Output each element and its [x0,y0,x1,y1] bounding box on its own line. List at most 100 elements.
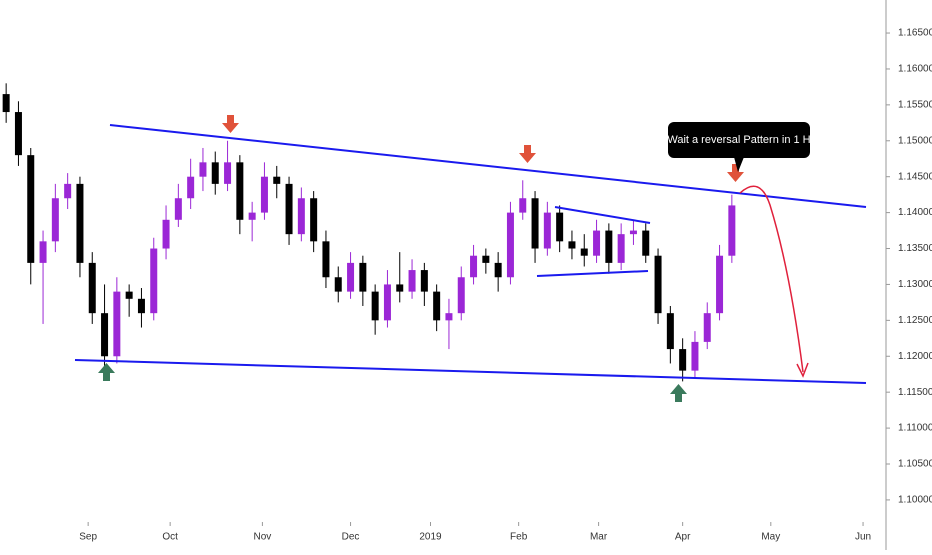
arrows [98,115,744,402]
down-arrow [222,115,239,133]
candle-body [494,262,502,278]
y-tick-label: 1.11500 [898,387,932,398]
down-arrow [519,145,536,163]
candle-body [236,162,244,220]
candle-body [334,277,342,292]
y-tick-label: 1.14000 [898,207,932,218]
up-arrow [670,384,687,402]
candles [2,83,736,382]
candle-body [101,313,109,357]
candle-body [297,198,305,235]
candle-body [580,248,588,256]
candle-body [150,248,158,314]
candle-body [322,241,330,278]
candle-body [543,212,551,249]
candle-body [27,155,35,263]
candle-body [125,291,133,299]
up-arrow [98,363,115,381]
candle-body [39,241,47,263]
candle-body [519,198,527,213]
y-tick-label: 1.10000 [898,495,932,506]
candle-body [174,198,182,220]
candle-body [716,255,724,314]
candle-body [137,298,145,314]
callout-box [668,122,810,158]
candle-body [224,162,232,184]
triangle-line [536,270,649,277]
candle-body [88,262,96,314]
candle-body [396,284,404,292]
candle-body [445,313,453,321]
y-tick-label: 1.11000 [898,423,932,434]
x-tick-label: 2019 [419,532,442,543]
x-tick-label: Mar [590,532,608,543]
triangle-line [554,206,651,224]
x-tick-label: Jun [855,532,871,543]
candle-body [285,183,293,235]
candle-body [605,230,613,263]
candle-body [211,162,219,184]
candle-body [359,262,367,292]
x-tick-label: Oct [162,532,178,543]
x-tick-label: Sep [79,532,97,543]
callout-text: Wait a reversal Pattern in 1 H [667,134,810,146]
y-tick-label: 1.16000 [898,64,932,75]
candle-body [113,291,121,357]
y-tick-label: 1.12000 [898,351,932,362]
candle-body [642,230,650,256]
candle-body [654,255,662,314]
candle-body [531,198,539,249]
y-tick-label: 1.13000 [898,279,932,290]
candle-body [162,219,170,249]
y-tick-label: 1.15500 [898,100,932,111]
candle-body [248,212,256,220]
candle-body [51,198,59,242]
candle-body [568,241,576,249]
candle-body [273,176,281,184]
candle-body [408,270,416,292]
callout: Wait a reversal Pattern in 1 H [667,122,811,172]
drawings [74,124,867,384]
trend-line [109,124,867,208]
candle-body [679,349,687,371]
candle-body [470,255,478,278]
x-tick-label: Apr [675,532,691,543]
candle-body [666,313,674,350]
candle-body [199,162,207,177]
callout-pointer [734,157,744,172]
y-tick-label: 1.15000 [898,135,932,146]
y-tick-label: 1.10500 [898,459,932,470]
candle-body [593,230,601,256]
candle-body [383,284,391,321]
x-tick-label: Feb [510,532,528,543]
candle-body [703,313,711,342]
x-tick-label: May [761,532,780,543]
x-tick-label: Dec [342,532,360,543]
y-tick-label: 1.14500 [898,171,932,182]
candle-body [728,205,736,256]
candle-body [14,112,22,156]
candle-body [617,234,625,263]
candle-body [420,270,428,292]
y-tick-label: 1.13500 [898,243,932,254]
down-arrow [727,164,744,182]
candle-body [187,176,195,199]
candle-body [482,255,490,263]
trend-line [74,359,867,384]
candle-body [433,291,441,321]
candle-body [76,183,84,263]
projection-arrowhead [796,362,809,378]
candle-body [691,341,699,371]
candle-body [506,212,514,278]
candle-body [64,183,72,199]
candle-body [556,212,564,242]
candle-body [260,176,268,213]
y-tick-label: 1.12500 [898,315,932,326]
candle-body [457,277,465,314]
candle-body [347,262,355,292]
candle-body [629,230,637,235]
y-tick-label: 1.16500 [898,28,932,39]
x-tick-label: Nov [254,532,272,543]
candle-body [2,94,10,113]
